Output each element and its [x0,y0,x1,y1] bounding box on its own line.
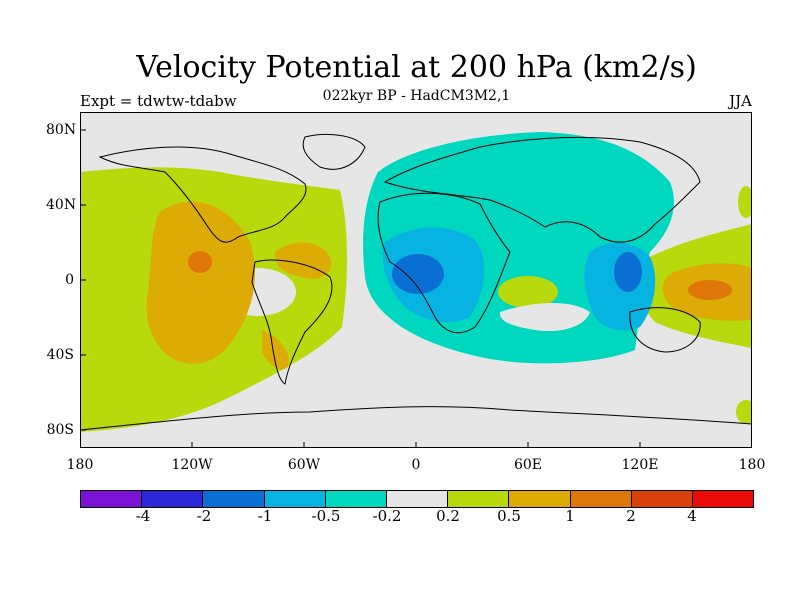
positive-field-patagonia [262,330,289,370]
map-subtitle: 022kyr BP - HadCM3M2,1 [322,88,511,104]
colorbar-label: 2 [626,507,636,525]
lat-label-80s: 80S [46,422,74,438]
experiment-label: Expt = tdwtw-tdabw [80,92,237,110]
lat-label-0: 0 [65,272,74,288]
positive-field-southpacific [736,400,752,424]
colorbar-box [631,491,693,507]
lon-label-120w: 120W [171,457,213,473]
world-map [80,112,752,448]
lon-label-180-west: 180 [66,457,94,473]
colorbar-box [386,491,449,507]
colorbar-box [325,491,387,507]
colorbar-box [81,491,143,507]
colorbar-label: -2 [196,507,212,525]
colorbar [80,490,754,508]
coastline-australia [629,307,701,353]
colorbar-box [509,491,571,507]
coastline-africa [377,192,511,334]
coastline-north-america [98,146,307,243]
colorbar-box [203,491,265,507]
colorbar-box [264,491,326,507]
positive-max-pacific [188,251,212,273]
colorbar-box [692,491,754,507]
positive-max-westpacific [688,280,732,300]
colorbar-label: -1 [257,507,273,525]
lat-label-80n: 80N [46,122,77,138]
lon-label-60e: 60E [513,457,543,473]
lon-label-60w: 60W [287,457,321,473]
colorbar-box [570,491,632,507]
colorbar-label: 0.5 [497,507,521,525]
season-label: JJA [729,92,752,110]
coastlines [80,133,752,431]
lat-label-40n: 40N [46,197,77,213]
coastline-eurasia [383,136,701,243]
coastline-south-america [251,259,333,385]
lon-label-0: 0 [411,457,421,473]
negative-max-africa [392,254,444,294]
lat-label-40s: 40S [46,347,74,363]
colorbar-label: 1 [565,507,575,525]
map-title: Velocity Potential at 200 hPa (km2/s) [136,50,697,85]
coastline-antarctica [80,406,752,431]
negative-max-maritime [614,252,642,292]
colorbar-label: -0.2 [372,507,402,525]
neutral-hole-indianocean [499,302,590,332]
lon-label-120e: 120E [621,457,659,473]
positive-field-indianocean [498,276,558,308]
colorbar-label: 0.2 [436,507,460,525]
positive-field-northpacific [738,186,752,218]
colorbar-box [142,491,204,507]
map-ticks [80,129,641,448]
colorbar-box [448,491,510,507]
coastline-greenland [302,133,366,170]
colorbar-label: -0.5 [311,507,341,525]
colorbar-label: -4 [135,507,151,525]
lon-label-180-east: 180 [738,457,766,473]
colorbar-label: 4 [687,507,697,525]
